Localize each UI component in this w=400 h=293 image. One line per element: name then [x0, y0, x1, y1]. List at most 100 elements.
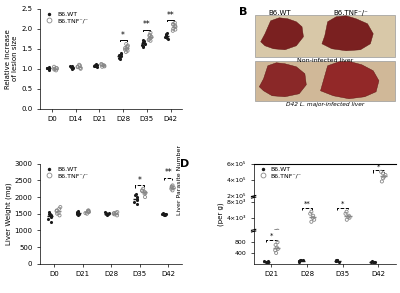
Point — [346, 215, 353, 220]
Point — [85, 208, 92, 213]
Point — [274, 210, 280, 214]
Point — [172, 27, 178, 32]
Point — [140, 186, 146, 191]
Point — [343, 114, 350, 118]
Point — [85, 209, 91, 213]
Point — [54, 66, 60, 71]
Point — [346, 213, 352, 218]
Point — [297, 231, 303, 236]
Point — [100, 63, 106, 67]
Point — [75, 209, 82, 213]
Point — [334, 231, 340, 236]
Point — [333, 210, 340, 214]
Point — [170, 28, 176, 33]
Point — [69, 66, 75, 70]
Point — [379, 179, 385, 184]
Point — [73, 211, 80, 215]
Point — [98, 62, 105, 67]
Point — [46, 67, 52, 72]
Point — [162, 35, 169, 39]
Point — [378, 169, 384, 174]
Point — [300, 231, 306, 236]
Point — [82, 211, 89, 215]
Point — [265, 259, 271, 263]
Text: B6.WT: B6.WT — [268, 10, 290, 16]
Point — [273, 210, 279, 214]
Point — [140, 39, 146, 44]
Point — [147, 33, 153, 37]
Point — [53, 209, 60, 213]
Point — [275, 210, 281, 214]
Point — [46, 210, 52, 214]
Point — [124, 45, 130, 49]
Point — [163, 30, 170, 35]
Point — [116, 55, 122, 60]
Point — [345, 209, 352, 214]
Point — [372, 231, 378, 236]
Point — [57, 205, 64, 209]
Text: D: D — [180, 159, 189, 169]
Point — [161, 213, 167, 218]
Legend: B6.WT, B6.TNF⁻/⁻: B6.WT, B6.TNF⁻/⁻ — [43, 167, 88, 178]
Point — [140, 45, 146, 49]
Point — [48, 220, 54, 224]
Point — [298, 257, 304, 262]
Point — [51, 67, 58, 71]
Point — [54, 211, 60, 216]
Point — [296, 259, 303, 263]
Point — [101, 64, 108, 69]
Point — [169, 188, 176, 193]
Y-axis label: Relative increase
of lesion size: Relative increase of lesion size — [5, 29, 18, 89]
Point — [332, 231, 339, 236]
Point — [163, 31, 170, 36]
Point — [371, 210, 377, 214]
Point — [118, 51, 124, 56]
Point — [296, 258, 303, 263]
Point — [92, 62, 98, 67]
Point — [274, 228, 281, 233]
Point — [308, 209, 314, 214]
Point — [382, 173, 389, 177]
Point — [370, 231, 376, 236]
Point — [148, 35, 154, 40]
Point — [296, 210, 303, 214]
Point — [308, 209, 314, 214]
Point — [263, 210, 270, 214]
Point — [56, 213, 63, 218]
Point — [76, 212, 82, 217]
Point — [132, 193, 138, 198]
Point — [274, 245, 280, 250]
Point — [91, 64, 97, 69]
Point — [113, 210, 119, 215]
Point — [124, 48, 131, 53]
Point — [334, 258, 340, 263]
Point — [146, 36, 153, 41]
Point — [342, 209, 349, 214]
Point — [333, 231, 340, 236]
Point — [146, 38, 152, 42]
Point — [122, 46, 128, 50]
Point — [51, 67, 58, 72]
Point — [134, 195, 140, 200]
Point — [345, 214, 352, 219]
Point — [265, 210, 271, 214]
Point — [368, 260, 375, 264]
Point — [117, 50, 124, 55]
Point — [297, 258, 303, 263]
Point — [264, 231, 270, 236]
Point — [381, 174, 387, 179]
Point — [310, 213, 316, 218]
Point — [272, 248, 278, 253]
Point — [142, 190, 148, 194]
Point — [123, 50, 129, 54]
Point — [307, 211, 313, 216]
Y-axis label: Liver Weight (mg): Liver Weight (mg) — [5, 183, 12, 245]
Point — [380, 171, 386, 176]
Point — [344, 209, 350, 214]
Point — [170, 185, 177, 190]
Point — [160, 211, 166, 215]
Point — [368, 231, 375, 236]
Point — [343, 209, 350, 214]
Point — [370, 210, 376, 214]
Point — [45, 65, 52, 70]
